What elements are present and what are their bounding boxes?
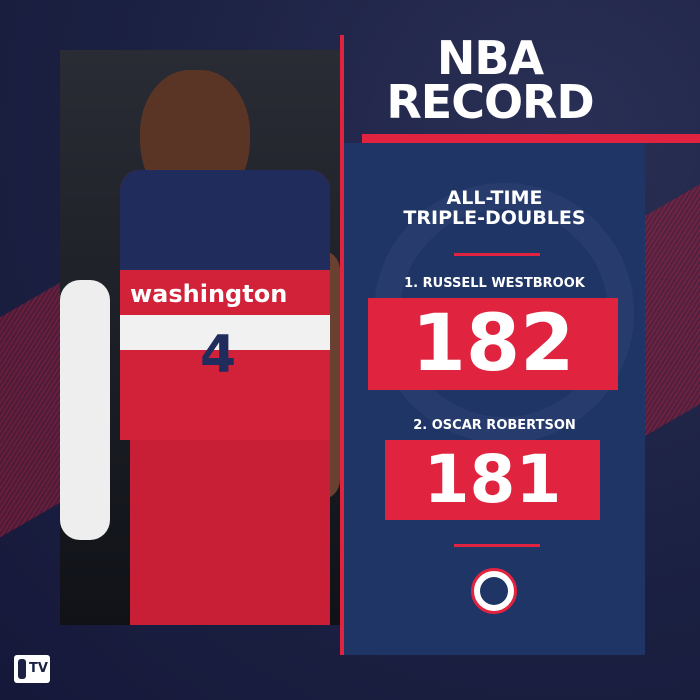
jersey-number: 4 bbox=[200, 325, 237, 385]
title-line-1: NBA bbox=[436, 31, 544, 85]
page-title: NBA RECORD bbox=[350, 31, 630, 129]
rank-1-name: 1. RUSSELL WESTBROOK bbox=[404, 276, 585, 291]
panel-subtitle: ALL-TIME TRIPLE-DOUBLES bbox=[344, 188, 645, 228]
player-shorts bbox=[130, 440, 330, 625]
title-underline bbox=[362, 134, 700, 143]
divider bbox=[454, 253, 540, 256]
player-photo: washington 4 bbox=[60, 50, 340, 625]
wizards-logo-icon bbox=[471, 568, 517, 614]
divider bbox=[454, 544, 540, 547]
rank-2-name: 2. OSCAR ROBERTSON bbox=[413, 418, 576, 433]
subtitle-line-2: TRIPLE-DOUBLES bbox=[403, 207, 586, 229]
decor-stripe-right bbox=[645, 184, 700, 436]
player-jersey: washington 4 bbox=[120, 170, 330, 440]
subtitle-line-1: ALL-TIME bbox=[446, 187, 543, 209]
nba-tv-logo: TV bbox=[14, 655, 50, 683]
accent-line-vertical bbox=[340, 35, 344, 655]
title-line-2: RECORD bbox=[386, 75, 594, 129]
rank-1-value: 182 bbox=[368, 298, 618, 390]
jersey-wordmark: washington bbox=[130, 280, 288, 308]
decor-stripe-left bbox=[0, 282, 60, 538]
player-arm-left bbox=[60, 280, 110, 540]
record-panel: ALL-TIME TRIPLE-DOUBLES 1. RUSSELL WESTB… bbox=[344, 143, 645, 655]
rank-2-value: 181 bbox=[385, 440, 600, 520]
